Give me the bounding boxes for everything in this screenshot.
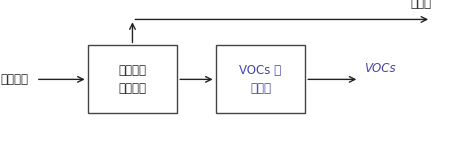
Text: 排放气: 排放气 [410,0,431,10]
Text: 变压吸附
浓缩工序: 变压吸附 浓缩工序 [119,64,146,95]
Text: VOCs: VOCs [364,62,395,75]
Text: 有机废气: 有机废气 [0,73,28,86]
Bar [216,45,305,113]
Bar [88,45,177,113]
Text: VOCs 回
收工序: VOCs 回 收工序 [239,64,282,95]
